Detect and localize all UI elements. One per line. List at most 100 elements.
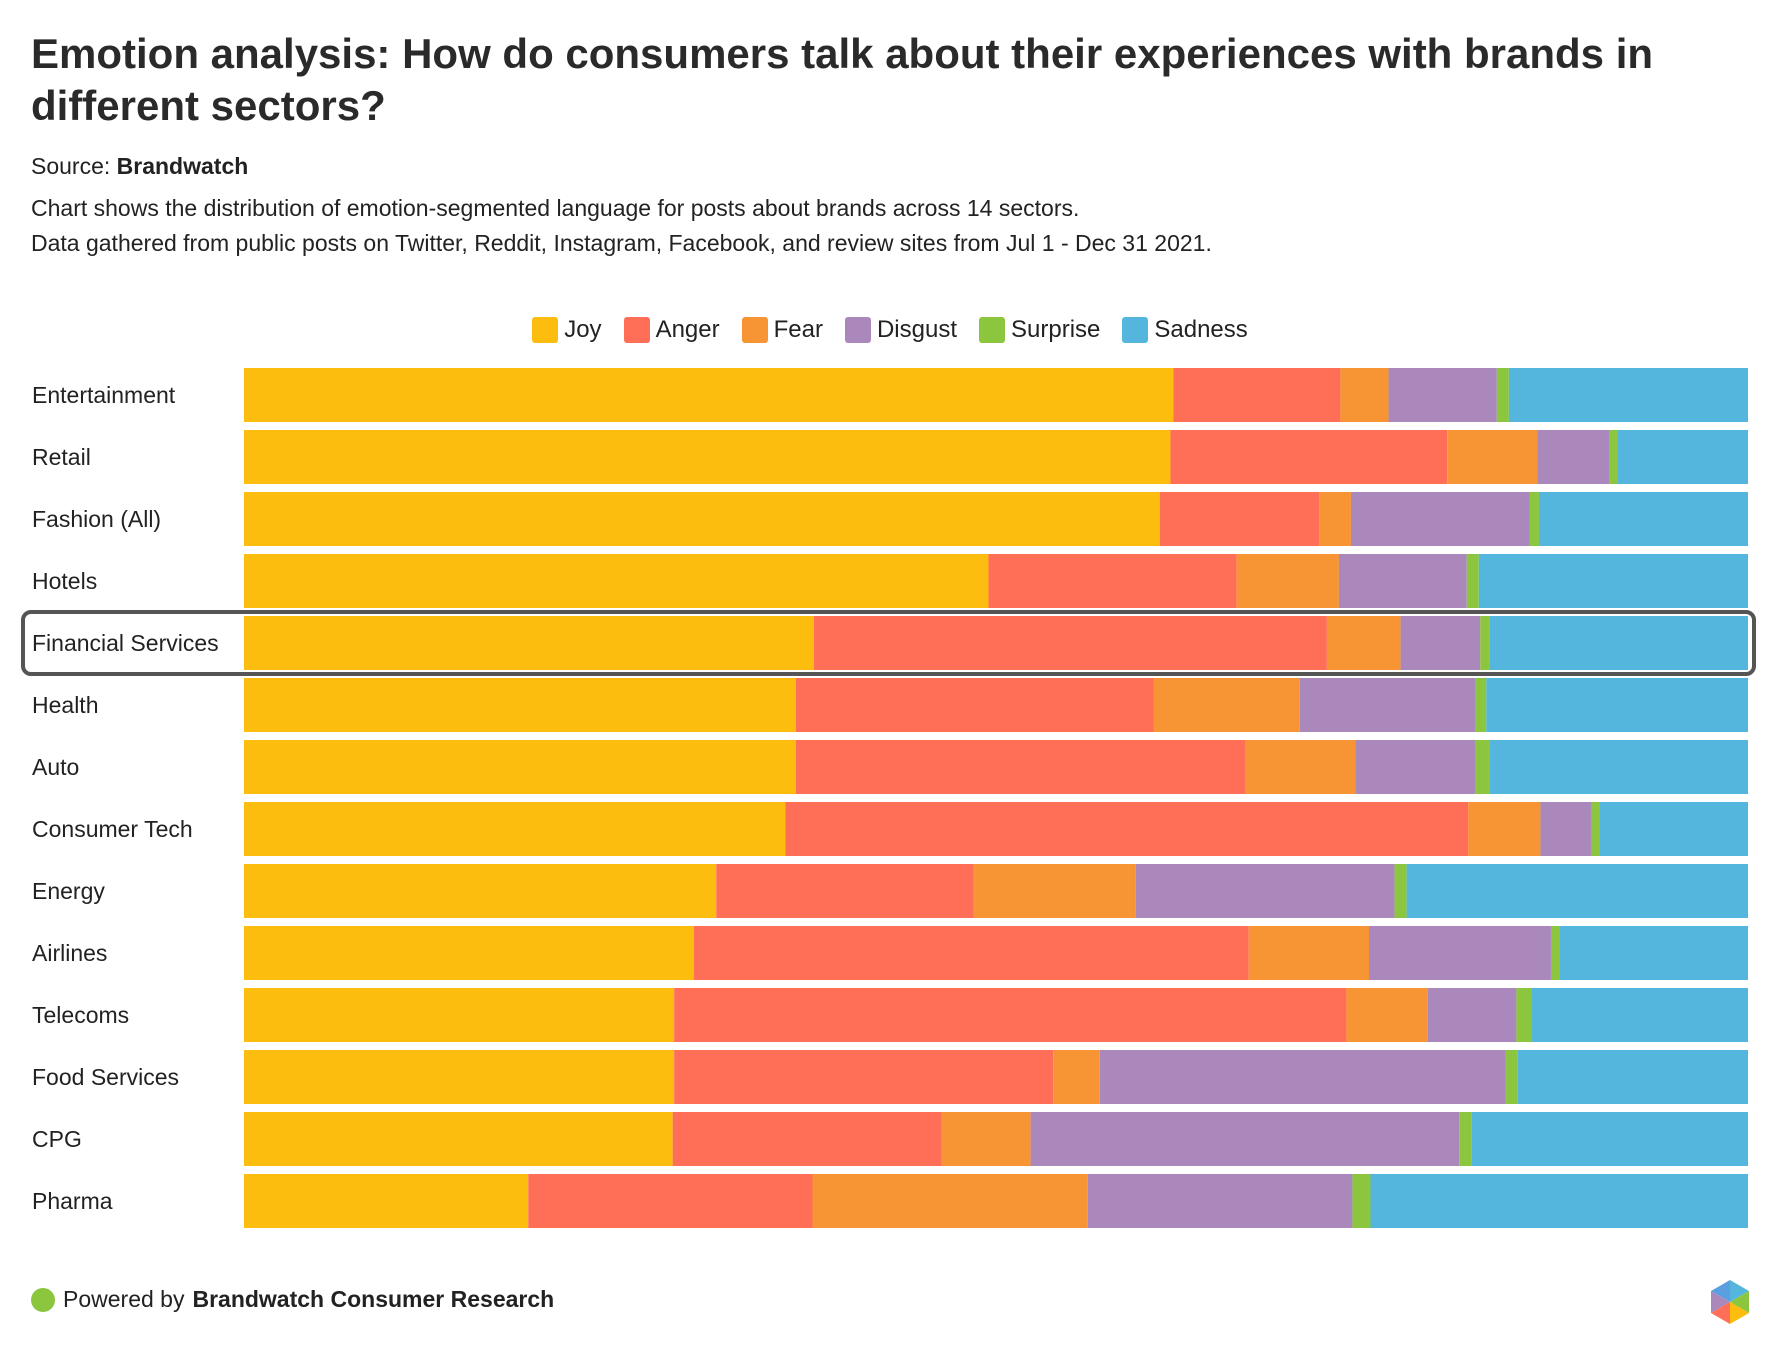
bar-segment-surprise[interactable] (1550, 926, 1560, 980)
bar-segment-anger[interactable] (1173, 368, 1341, 422)
bar-segment-anger[interactable] (814, 616, 1327, 670)
bar-segment-surprise[interactable] (1505, 1050, 1518, 1104)
bar-segment-anger[interactable] (785, 802, 1469, 856)
bar-segment-joy[interactable] (244, 368, 1174, 422)
bar-segment-surprise[interactable] (1480, 616, 1490, 670)
bar-segment-disgust[interactable] (1355, 740, 1476, 794)
bar-segment-sadness[interactable] (1508, 368, 1748, 422)
bar-segment-fear[interactable] (1153, 678, 1300, 732)
bar-segment-disgust[interactable] (1537, 430, 1610, 484)
bar-segment-sadness[interactable] (1478, 554, 1748, 608)
chart-description-line-1: Chart shows the distribution of emotion-… (31, 195, 1080, 221)
bar-segment-surprise[interactable] (1496, 368, 1509, 422)
bar-segment-sadness[interactable] (1471, 1112, 1748, 1166)
bar-segment-sadness[interactable] (1489, 616, 1748, 670)
bar-segment-anger[interactable] (1159, 492, 1320, 546)
bar-segment-sadness[interactable] (1617, 430, 1748, 484)
bar-segment-joy[interactable] (244, 1050, 675, 1104)
bar-segment-surprise[interactable] (1466, 554, 1479, 608)
legend-item-disgust[interactable]: Disgust (844, 316, 957, 344)
bar-segment-fear[interactable] (1340, 368, 1389, 422)
bar-segment-fear[interactable] (1245, 740, 1356, 794)
bar-segment-anger[interactable] (795, 678, 1154, 732)
bar-segment-anger[interactable] (988, 554, 1237, 608)
bar-segment-joy[interactable] (244, 492, 1160, 546)
legend-item-sadness[interactable]: Sadness (1122, 316, 1248, 344)
bar-segment-anger[interactable] (672, 1112, 942, 1166)
bar-segment-surprise[interactable] (1529, 492, 1539, 546)
bar-segment-fear[interactable] (812, 1174, 1088, 1228)
legend-label: Fear (773, 316, 823, 343)
bar-segment-fear[interactable] (1346, 988, 1428, 1042)
bar-segment-surprise[interactable] (1394, 864, 1407, 918)
legend-item-anger[interactable]: Anger (623, 316, 720, 344)
bar-segment-joy[interactable] (244, 864, 717, 918)
bar-segment-sadness[interactable] (1489, 740, 1748, 794)
bar-segment-joy[interactable] (244, 1112, 673, 1166)
bar-segment-disgust[interactable] (1087, 1174, 1353, 1228)
legend-swatch (1122, 317, 1149, 343)
category-label: Fashion (All) (32, 506, 161, 532)
bar-segment-joy[interactable] (244, 1174, 529, 1228)
bar-segment-surprise[interactable] (1352, 1174, 1371, 1228)
bar-segment-joy[interactable] (244, 430, 1171, 484)
bar-segment-anger[interactable] (674, 988, 1347, 1042)
legend-label: Joy (564, 316, 602, 343)
stacked-bar-chart: Entertainment Retail Fashion (All) Hotels Fi… (21, 368, 1756, 1228)
bar-segment-anger[interactable] (716, 864, 974, 918)
bar-segment-sadness[interactable] (1531, 988, 1748, 1042)
legend-item-surprise[interactable]: Surprise (979, 316, 1100, 344)
bar-segment-anger[interactable] (795, 740, 1246, 794)
legend-item-fear[interactable]: Fear (741, 316, 823, 344)
bar-segment-joy[interactable] (244, 554, 989, 608)
bar-segment-anger[interactable] (674, 1050, 1054, 1104)
bar-segment-joy[interactable] (244, 740, 796, 794)
legend-item-joy[interactable]: Joy (532, 316, 602, 344)
bar-segment-disgust[interactable] (1368, 926, 1551, 980)
bar-segment-disgust[interactable] (1388, 368, 1497, 422)
bar-segment-sadness[interactable] (1370, 1174, 1749, 1228)
bar-segment-sadness[interactable] (1560, 926, 1748, 980)
bar-segment-joy[interactable] (244, 678, 796, 732)
bar-segment-disgust[interactable] (1540, 802, 1592, 856)
bar-segment-disgust[interactable] (1099, 1050, 1506, 1104)
bar-segment-fear[interactable] (1447, 430, 1538, 484)
bar-segment-anger[interactable] (1170, 430, 1448, 484)
bar-segment-joy[interactable] (244, 988, 675, 1042)
bar-segment-fear[interactable] (1053, 1050, 1100, 1104)
bar-segment-sadness[interactable] (1538, 492, 1748, 546)
bar-segment-fear[interactable] (1468, 802, 1541, 856)
bar-segment-joy[interactable] (244, 802, 786, 856)
bar-segment-disgust[interactable] (1030, 1112, 1460, 1166)
bar-segment-joy[interactable] (244, 616, 815, 670)
bar-segment-disgust[interactable] (1400, 616, 1481, 670)
bar-segment-disgust[interactable] (1299, 678, 1476, 732)
bar-segment-disgust[interactable] (1350, 492, 1530, 546)
footer-brand[interactable]: Brandwatch Consumer Research (192, 1286, 555, 1312)
bar-segment-sadness[interactable] (1486, 678, 1748, 732)
bar-segment-fear[interactable] (973, 864, 1136, 918)
bar-segment-disgust[interactable] (1135, 864, 1395, 918)
bar-segment-anger[interactable] (693, 926, 1249, 980)
bar-segment-surprise[interactable] (1591, 802, 1600, 856)
bar-segment-surprise[interactable] (1609, 430, 1618, 484)
legend-label: Anger (655, 316, 720, 343)
bar-segment-surprise[interactable] (1459, 1112, 1472, 1166)
footer-credit: Powered by Brandwatch Consumer Research (31, 1286, 554, 1313)
bar-segment-disgust[interactable] (1338, 554, 1467, 608)
bar-segment-disgust[interactable] (1427, 988, 1517, 1042)
bar-segment-sadness[interactable] (1517, 1050, 1748, 1104)
bar-segment-surprise[interactable] (1475, 678, 1487, 732)
bar-segment-fear[interactable] (1248, 926, 1369, 980)
bar-segment-fear[interactable] (941, 1112, 1031, 1166)
bar-segment-sadness[interactable] (1599, 802, 1748, 856)
bar-segment-surprise[interactable] (1475, 740, 1490, 794)
brandwatch-logo-icon[interactable] (1708, 1278, 1752, 1326)
bar-segment-sadness[interactable] (1406, 864, 1748, 918)
bar-segment-anger[interactable] (528, 1174, 813, 1228)
bar-segment-surprise[interactable] (1516, 988, 1532, 1042)
bar-segment-fear[interactable] (1236, 554, 1339, 608)
bar-segment-fear[interactable] (1326, 616, 1401, 670)
bar-segment-joy[interactable] (244, 926, 694, 980)
bar-segment-fear[interactable] (1319, 492, 1351, 546)
